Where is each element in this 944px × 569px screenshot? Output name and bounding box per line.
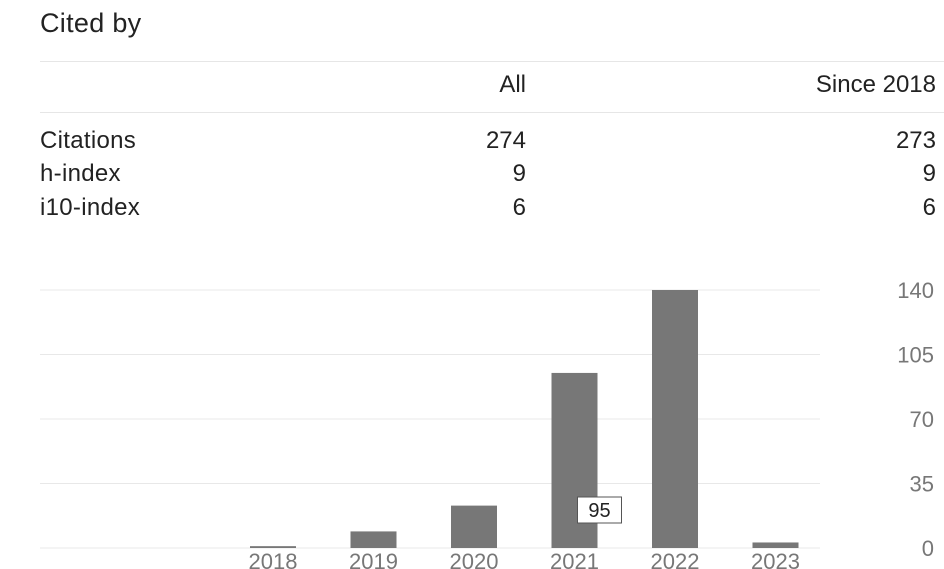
column-header-since: Since 2018 [815,71,936,98]
bar-2022[interactable] [652,290,698,548]
y-tick-label: 105 [897,343,934,368]
row-label-h-index: h-index [40,160,121,187]
table-header-divider [40,112,944,113]
chart-grid [40,289,820,549]
x-tick-label: 2023 [751,549,800,569]
x-tick-label: 2022 [651,549,700,569]
header-divider [40,61,944,62]
row-label-citations: Citations [40,127,137,154]
bar-2020[interactable] [451,505,497,548]
x-tick-label: 2020 [450,549,499,569]
column-header-all: All [499,71,526,98]
y-tick-label: 140 [897,278,934,303]
row-label-i10-index: i10-index [40,194,141,221]
tooltip-value: 95 [588,500,610,522]
bar-2018[interactable] [250,546,296,548]
chart-x-axis: 2018 2019 2020 2021 2022 2023 [249,549,800,569]
y-tick-label: 0 [922,536,934,561]
bar-2019[interactable] [350,531,397,548]
citations-since-value: 273 [895,127,936,154]
x-tick-label: 2021 [550,549,599,569]
bar-2023[interactable] [752,542,799,548]
citations-all-value: 274 [485,127,526,154]
h-index-since-value: 9 [922,160,936,187]
chart-y-axis: 0 35 70 105 140 [897,278,934,561]
y-tick-label: 70 [910,407,934,432]
h-index-all-value: 9 [512,160,526,187]
tooltip-box [577,496,622,524]
chart-tooltip: 95 [577,496,622,524]
chart-bars [250,290,799,548]
i10-index-since-value: 6 [922,194,936,221]
header-title: Cited by [40,8,142,38]
x-tick-label: 2019 [349,549,398,569]
x-tick-label: 2018 [249,549,298,569]
y-tick-label: 35 [910,472,934,497]
i10-index-all-value: 6 [512,194,526,221]
